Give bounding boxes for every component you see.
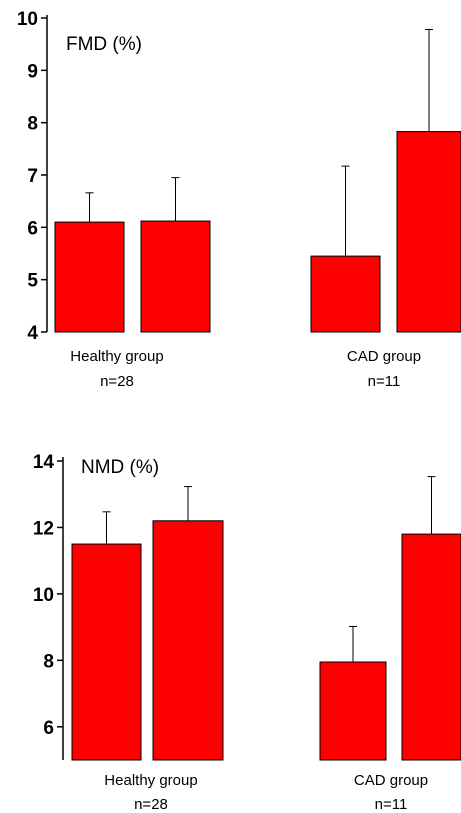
- nmd-bars: [71, 476, 461, 761]
- nmd-y-tick-label-10: 10: [33, 585, 54, 606]
- fmd-cad-group-label: CAD group: [347, 348, 421, 365]
- nmd-chart: NMD (%) 6 8 10 12 14 Healthy group n=28 CAD …: [33, 452, 461, 813]
- fmd-bar-4: [396, 131, 461, 333]
- fmd-y-tick-label-7: 7: [27, 166, 38, 187]
- fmd-chart: FMD (%) 4 5 6 7 8 9 10 Healthy group n=28 CAD …: [17, 9, 461, 390]
- fmd-y-tick-label-5: 5: [27, 271, 38, 292]
- nmd-bar-2: [152, 520, 224, 761]
- nmd-y-tick-label-8: 8: [43, 651, 54, 672]
- nmd-bar-3: [319, 661, 387, 761]
- fmd-y-tick-label-4: 4: [27, 323, 38, 344]
- nmd-healthy-group-label: Healthy group: [104, 772, 197, 789]
- nmd-bar-4: [401, 533, 461, 761]
- fmd-y-tick-label-6: 6: [27, 218, 38, 239]
- fmd-title: FMD (%): [66, 34, 142, 55]
- fmd-healthy-n-label: n=28: [100, 373, 134, 390]
- nmd-title: NMD (%): [81, 457, 159, 478]
- nmd-cad-n-label: n=11: [375, 796, 408, 813]
- nmd-cad-group-label: CAD group: [354, 772, 428, 789]
- fmd-y-tick-label-10: 10: [17, 9, 38, 30]
- nmd-y-tick-label-6: 6: [43, 718, 54, 739]
- fmd-bar-2: [140, 220, 211, 333]
- fmd-y-tick-label-9: 9: [27, 61, 38, 82]
- fmd-bar-3: [310, 255, 381, 333]
- nmd-y-tick-label-12: 12: [33, 518, 54, 539]
- fmd-healthy-group-label: Healthy group: [70, 348, 163, 365]
- fmd-bars: [54, 29, 461, 333]
- fmd-bar-1: [54, 221, 125, 333]
- nmd-y-ticks: 6 8 10 12 14: [33, 452, 63, 739]
- fmd-y-ticks: 4 5 6 7 8 9 10: [17, 9, 47, 344]
- nmd-healthy-n-label: n=28: [134, 796, 168, 813]
- nmd-bar-1: [71, 543, 142, 761]
- fmd-cad-n-label: n=11: [368, 373, 401, 390]
- fmd-y-tick-label-8: 8: [27, 114, 38, 135]
- nmd-y-tick-label-14: 14: [33, 452, 55, 473]
